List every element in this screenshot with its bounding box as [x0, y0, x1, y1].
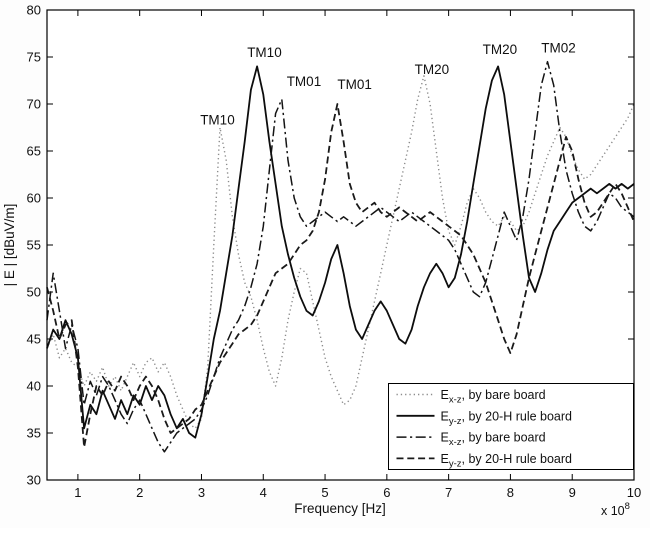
mode-annotation: TM01: [287, 74, 322, 89]
plot-layer: 1 2 3 4 5 6 7 8 9 103035404550556065707580TM10TM1…: [27, 3, 642, 501]
x-multiplier-exponent: 8: [625, 501, 630, 512]
legend-label: Ey-z, by 20-H rule board: [441, 452, 573, 470]
legend-label-subscript: y-z: [449, 458, 462, 469]
legend-label-prefix: E: [441, 431, 449, 445]
y-axis-label: | E | [dBuV/m]: [2, 204, 17, 287]
series-line-dashdot: [46, 60, 635, 453]
mode-annotation: TM01: [337, 77, 372, 92]
axes-box: [46, 9, 635, 481]
y-tick-label: 70: [27, 97, 41, 112]
y-tick-label: 35: [27, 426, 41, 441]
y-tick-label: 50: [27, 285, 41, 300]
legend-label-suffix: , by 20-H rule board: [462, 452, 573, 466]
x-tick-label: 9: [569, 485, 576, 500]
series-line-dashed: [46, 103, 635, 449]
legend-label-suffix: , by bare board: [462, 388, 546, 402]
y-tick-label: 30: [27, 473, 41, 488]
y-tick-label: 75: [27, 50, 41, 65]
y-tick-label: 40: [27, 379, 41, 394]
mode-annotation: TM10: [200, 113, 235, 128]
legend-label: Ey-z, by 20-H rule board: [441, 409, 573, 427]
legend-label-subscript: y-z: [449, 416, 462, 427]
legend-label: Ex-z, by bare board: [441, 388, 546, 406]
series-line-dotted: [46, 75, 635, 429]
y-tick-label: 80: [27, 3, 41, 18]
x-tick-label: 1: [74, 485, 81, 500]
y-tick-label: 45: [27, 332, 41, 347]
x-tick-label: 8: [507, 485, 514, 500]
legend-label-suffix: , by bare board: [462, 431, 546, 445]
x-tick-label: 7: [445, 485, 452, 500]
legend-box: [388, 383, 634, 470]
x-tick-label: 4: [260, 485, 267, 500]
x-axis-label: Frequency [Hz]: [294, 501, 386, 516]
legend-label-prefix: E: [441, 452, 449, 466]
mode-annotation: TM20: [483, 42, 518, 57]
y-tick-label: 65: [27, 144, 41, 159]
x-tick-label: 5: [321, 485, 328, 500]
series-line-solid: [46, 65, 635, 439]
legend-label-prefix: E: [441, 409, 449, 423]
y-tick-label: 55: [27, 238, 41, 253]
legend-label-prefix: E: [441, 388, 449, 402]
legend-label-subscript: x-z: [449, 437, 462, 448]
x-tick-label: 2: [136, 485, 143, 500]
legend-label-subscript: x-z: [449, 395, 462, 406]
mode-annotation: TM02: [541, 40, 576, 55]
x-multiplier-base: x 10: [601, 504, 625, 518]
x-tick-label: 6: [383, 485, 390, 500]
legend-label-suffix: , by 20-H rule board: [462, 409, 573, 423]
x-tick-label: 10: [627, 485, 641, 500]
x-axis-multiplier: x 108: [601, 501, 630, 518]
legend-label: Ex-z, by bare board: [441, 431, 546, 449]
y-tick-label: 60: [27, 191, 41, 206]
mode-annotation: TM20: [415, 62, 450, 77]
x-tick-label: 3: [198, 485, 205, 500]
mode-annotation: TM10: [247, 45, 282, 60]
